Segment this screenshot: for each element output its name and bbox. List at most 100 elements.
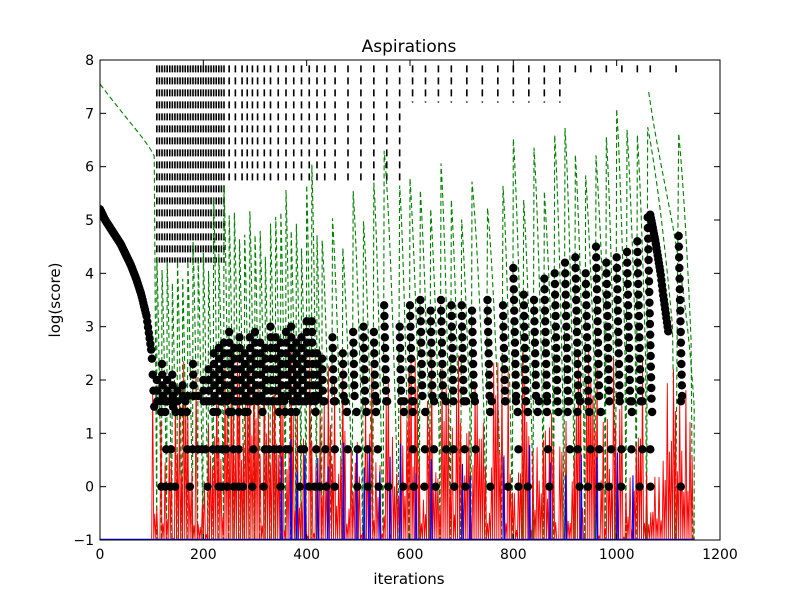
score-point [677,381,687,390]
score-point [644,255,653,265]
score-point [541,327,550,337]
score-point [371,407,381,417]
score-point [152,375,162,385]
score-point [583,365,592,374]
score-point [183,391,193,401]
score-point [573,381,583,390]
score-point [583,375,593,385]
score-point [510,306,519,315]
score-point [552,354,561,363]
score-point [359,333,368,342]
score-point [467,306,477,315]
score-point [602,269,611,278]
score-point [625,375,634,385]
score-point [593,338,603,347]
score-point [510,338,520,347]
score-point [586,445,595,454]
score-point [457,301,466,310]
score-point [638,445,647,454]
score-point [645,298,654,307]
x-tick-label: 200 [190,547,217,563]
score-point [644,245,653,254]
score-point [406,311,415,321]
score-point [330,482,339,491]
score-point [572,327,582,337]
score-point [531,359,540,369]
score-point [396,386,406,395]
score-point [563,375,572,385]
score-point [591,242,601,251]
score-point [563,407,572,417]
score-point [286,322,296,331]
y-tick-label: −1 [73,533,94,549]
score-point [633,237,642,246]
score-point [360,365,369,374]
score-point [158,370,167,379]
score-point [282,359,291,369]
score-point [645,319,655,329]
score-point [201,445,210,454]
score-point [457,322,467,331]
score-point [471,445,480,454]
score-point [349,349,358,358]
score-point [381,354,390,363]
score-point [360,386,370,395]
score-point [542,407,552,417]
score-point [468,317,477,326]
score-point [448,386,458,395]
score-point [348,327,358,337]
score-point [152,386,162,395]
score-point [318,386,328,395]
y-tick-label: 6 [85,160,94,176]
score-point [258,407,267,417]
score-point [604,482,614,491]
score-point [541,317,550,326]
score-point [407,386,417,395]
score-point [560,258,570,267]
score-point [227,407,237,417]
score-point [593,306,602,315]
score-point [503,482,513,491]
score-point [624,343,634,353]
score-point [509,274,518,283]
score-point [509,295,519,305]
score-point [318,365,327,374]
score-point [407,375,416,385]
score-point [514,445,523,454]
score-point [592,295,602,305]
score-point [448,375,458,385]
score-point [255,338,265,347]
score-point [483,295,492,305]
score-point [328,354,338,363]
score-point [320,397,329,406]
score-point [541,359,551,369]
score-point [553,397,562,406]
score-point [417,349,426,358]
score-point [328,343,337,353]
score-point [214,343,224,353]
score-point [571,263,580,273]
score-point [420,482,429,491]
score-point [615,397,625,406]
score-point [225,338,234,347]
score-point [338,349,348,358]
score-point [562,322,571,331]
score-point [500,386,510,395]
score-point [246,397,256,406]
score-point [168,381,177,390]
score-point [343,445,352,454]
score-point [427,338,436,347]
score-point [623,290,633,299]
score-point [583,482,593,491]
score-point [499,322,508,331]
score-point [633,247,642,257]
chart-title: Aspirations [362,37,457,57]
score-point [381,365,390,374]
score-point [437,338,447,347]
x-tick-label: 400 [293,547,320,563]
score-point [292,338,301,347]
score-point [458,365,468,374]
score-point [256,349,265,358]
score-point [674,242,684,251]
score-point [282,349,291,358]
